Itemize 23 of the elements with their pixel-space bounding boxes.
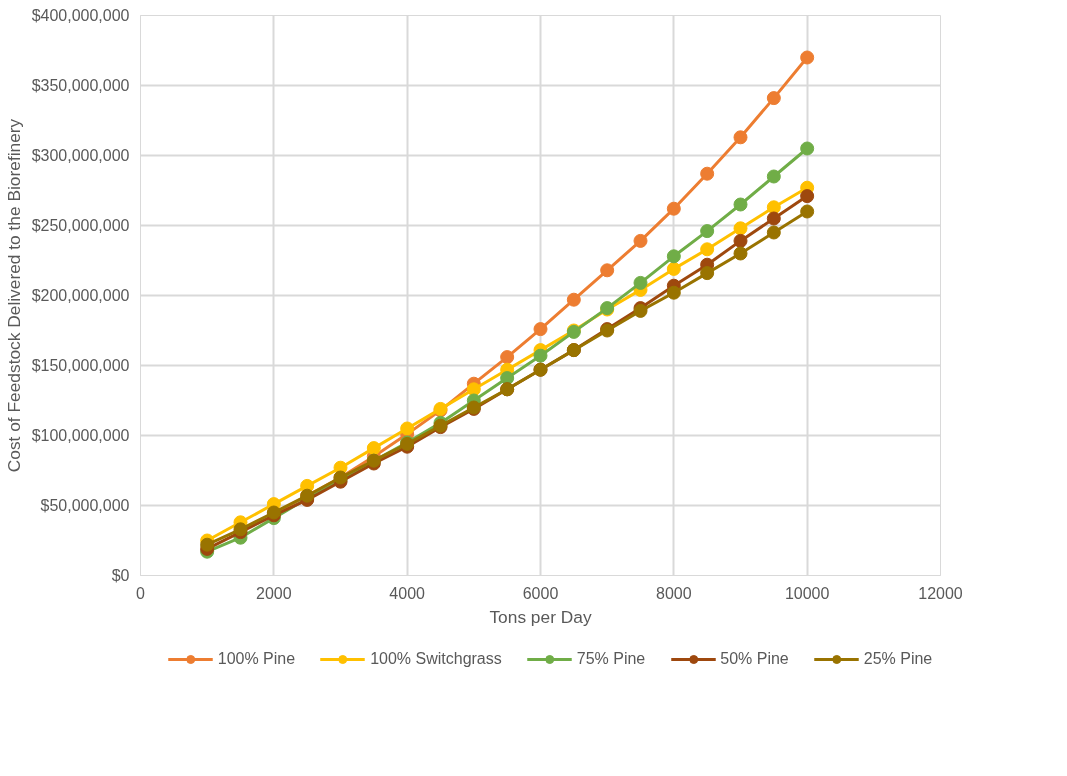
x-tick-label: 6000 [522,584,559,602]
x-tick-label: 4000 [389,584,426,602]
y-tick-label: $350,000,000 [31,77,130,94]
legend-label: 100% Pine [217,650,296,668]
y-tick-label: $50,000,000 [40,497,130,514]
x-tick-label: 8000 [656,584,692,602]
y-tick-label: $150,000,000 [31,357,130,374]
y-tick-label: $400,000,000 [31,7,130,24]
y-tick-label: $0 [111,567,130,584]
x-tick-label: 2000 [256,584,292,602]
legend-label: 75% Pine [576,650,646,668]
y-tick-label: $300,000,000 [31,147,130,164]
legend-label: 50% Pine [720,650,789,668]
y-tick-label: $250,000,000 [31,217,130,234]
y-axis-title: Cost of Feedstock Delivered to the Biorefinery [3,118,24,473]
x-tick-label: 12000 [918,584,963,602]
legend-label: 100% Switchgrass [370,650,502,668]
y-tick-label: $200,000,000 [31,287,130,304]
legend-label: 25% Pine [863,650,933,668]
y-tick-label: $100,000,000 [31,427,130,444]
x-tick-label: 10000 [784,584,830,602]
x-axis-title: Tons per Day [489,606,592,627]
x-tick-label: 0 [136,584,146,602]
